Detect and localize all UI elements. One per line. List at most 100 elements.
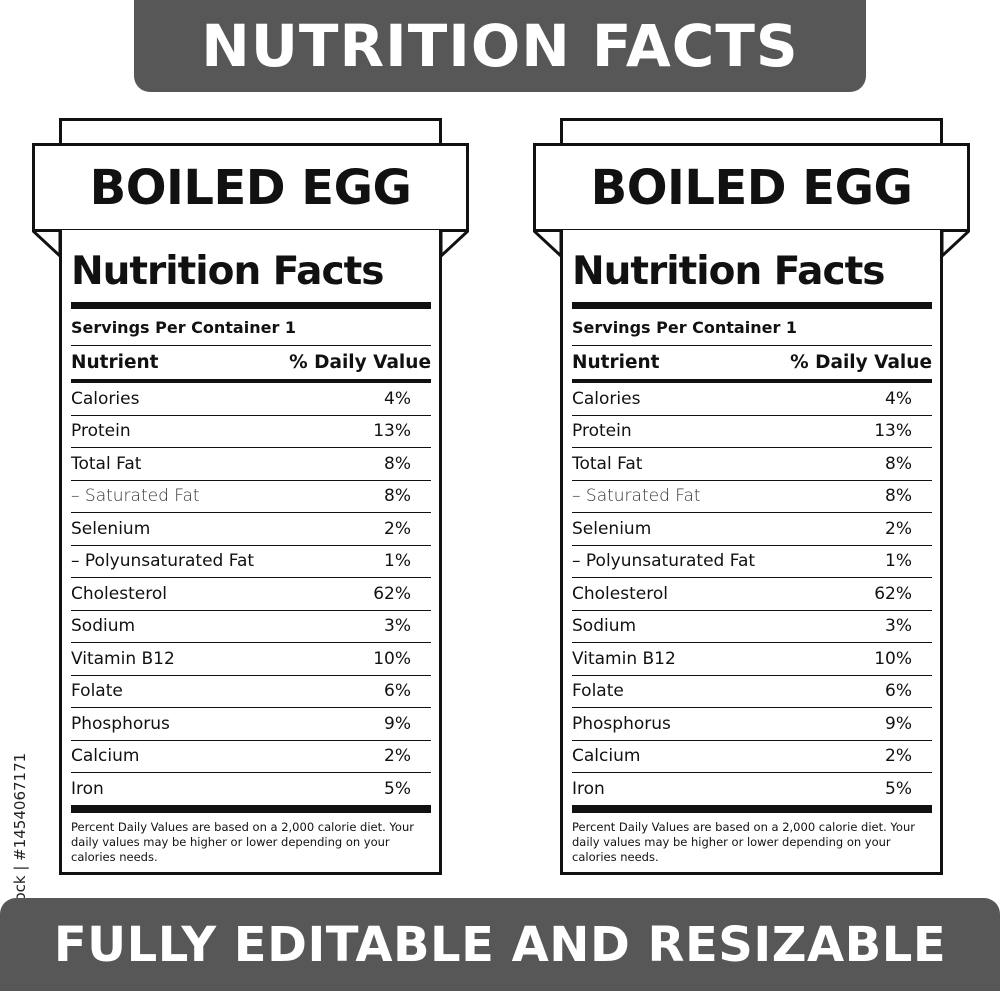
- nutrient-name: Total Fat: [71, 453, 142, 474]
- nutrient-name: Vitamin B12: [572, 648, 676, 669]
- nutrient-name: – Saturated Fat: [572, 486, 701, 507]
- column-header-row: Nutrient % Daily Value: [572, 346, 932, 383]
- nutrient-row: Phosphorus 9%: [572, 708, 932, 741]
- ribbon-fold-left: [32, 230, 60, 258]
- nutrient-row: Protein 13%: [71, 416, 431, 448]
- product-name: BOILED EGG: [89, 159, 412, 216]
- nutrient-value: 62%: [874, 583, 912, 604]
- divider-bar: [71, 805, 431, 813]
- divider-bar: [572, 302, 932, 309]
- nutrient-value: 3%: [384, 616, 411, 637]
- nutrient-name: – Polyunsaturated Fat: [572, 551, 756, 572]
- nutrient-row: Folate 6%: [71, 676, 431, 708]
- nutrient-name: Vitamin B12: [71, 648, 175, 669]
- nutrient-value: 1%: [885, 551, 912, 572]
- servings-text: Servings Per Container 1: [572, 309, 932, 346]
- nutrient-value: 8%: [885, 453, 912, 474]
- nutrient-value: 1%: [384, 551, 411, 572]
- nutrient-name: Iron: [71, 778, 104, 799]
- nutrient-name: Protein: [71, 421, 131, 442]
- nutrient-value: 8%: [384, 453, 411, 474]
- nutrient-value: 5%: [384, 778, 411, 799]
- nutrient-name: Calcium: [71, 746, 140, 767]
- nutrient-value: 13%: [874, 421, 912, 442]
- nutrient-row: Cholesterol 62%: [572, 578, 932, 611]
- nutrient-row: Calcium 2%: [71, 741, 431, 773]
- nutrient-row: Vitamin B12 10%: [572, 643, 932, 676]
- nutrient-value: 6%: [885, 681, 912, 702]
- nutrient-value: 3%: [885, 616, 912, 637]
- column-header-daily-value: % Daily Value: [790, 352, 932, 373]
- nutrient-value: 2%: [384, 746, 411, 767]
- footer-text: FULLY EDITABLE AND RESIZABLE: [53, 916, 947, 973]
- nutrient-name: Calcium: [572, 746, 641, 767]
- nutrient-row: Total Fat 8%: [572, 448, 932, 481]
- nutrient-name: Protein: [572, 421, 632, 442]
- nutrient-row: Folate 6%: [572, 676, 932, 708]
- nutrient-name: Cholesterol: [71, 583, 167, 604]
- nutrient-row: Protein 13%: [572, 416, 932, 448]
- nutrient-name: – Polyunsaturated Fat: [71, 551, 255, 572]
- nutrient-row: Calories 4%: [71, 383, 431, 416]
- nutrition-label-left: BOILED EGG Nutrition Facts Servings Per …: [32, 118, 474, 875]
- nutrient-row: Calories 4%: [572, 383, 932, 416]
- nutrient-value: 10%: [874, 648, 912, 669]
- bottom-banner: FULLY EDITABLE AND RESIZABLE: [0, 898, 1000, 991]
- nutrient-name: – Saturated Fat: [71, 486, 200, 507]
- nutrition-panel: Nutrition Facts Servings Per Container 1…: [59, 230, 442, 875]
- nutrient-row: Cholesterol 62%: [71, 578, 431, 611]
- nutrient-row: Iron 5%: [572, 773, 932, 806]
- nutrient-row: Selenium 2%: [572, 513, 932, 546]
- nutrient-name: Calories: [572, 388, 641, 409]
- divider-bar: [572, 805, 932, 813]
- nutrient-value: 4%: [885, 388, 912, 409]
- nutrient-value: 2%: [885, 746, 912, 767]
- column-header-nutrient: Nutrient: [71, 352, 159, 373]
- nutrient-row: Sodium 3%: [71, 611, 431, 643]
- nutrient-row: – Saturated Fat 8%: [71, 481, 431, 513]
- ribbon-fold-left: [533, 230, 561, 258]
- nutrient-row: Iron 5%: [71, 773, 431, 806]
- nutrient-name: Selenium: [71, 518, 151, 539]
- product-name: BOILED EGG: [590, 159, 913, 216]
- nutrient-row: Sodium 3%: [572, 611, 932, 643]
- nutrient-row: – Saturated Fat 8%: [572, 481, 932, 513]
- nutrition-label-right: BOILED EGG Nutrition Facts Servings Per …: [533, 118, 975, 875]
- nutrient-name: Folate: [572, 681, 624, 702]
- nutrient-name: Phosphorus: [71, 713, 170, 734]
- footnote: Percent Daily Values are based on a 2,00…: [572, 819, 915, 864]
- ribbon-fold-right: [441, 230, 469, 258]
- product-ribbon: BOILED EGG: [533, 143, 970, 232]
- product-ribbon: BOILED EGG: [32, 143, 469, 232]
- servings-text: Servings Per Container 1: [71, 309, 431, 346]
- nutrient-row: Vitamin B12 10%: [71, 643, 431, 676]
- nutrient-name: Sodium: [71, 616, 136, 637]
- nutrient-value: 9%: [384, 713, 411, 734]
- column-header-row: Nutrient % Daily Value: [71, 346, 431, 383]
- nutrient-value: 8%: [384, 486, 411, 507]
- nutrient-name: Calories: [71, 388, 140, 409]
- nutrient-row: Phosphorus 9%: [71, 708, 431, 741]
- nutrient-row: Total Fat 8%: [71, 448, 431, 481]
- column-header-nutrient: Nutrient: [572, 352, 660, 373]
- nutrient-name: Folate: [71, 681, 123, 702]
- nutrient-name: Iron: [572, 778, 605, 799]
- nutrient-value: 13%: [373, 421, 411, 442]
- nutrient-value: 5%: [885, 778, 912, 799]
- nutrient-value: 8%: [885, 486, 912, 507]
- top-banner: NUTRITION FACTS: [134, 0, 866, 92]
- nutrient-value: 10%: [373, 648, 411, 669]
- nutrient-name: Total Fat: [572, 453, 643, 474]
- divider-bar: [71, 302, 431, 309]
- nutrient-value: 2%: [384, 518, 411, 539]
- nutrition-panel: Nutrition Facts Servings Per Container 1…: [560, 230, 943, 875]
- nutrient-value: 62%: [373, 583, 411, 604]
- footnote: Percent Daily Values are based on a 2,00…: [71, 819, 414, 864]
- nutrient-row: Selenium 2%: [71, 513, 431, 546]
- panel-title: Nutrition Facts: [572, 249, 885, 294]
- nutrient-value: 9%: [885, 713, 912, 734]
- nutrient-name: Phosphorus: [572, 713, 671, 734]
- nutrient-name: Sodium: [572, 616, 637, 637]
- nutrient-value: 6%: [384, 681, 411, 702]
- nutrient-row: – Polyunsaturated Fat 1%: [572, 546, 932, 578]
